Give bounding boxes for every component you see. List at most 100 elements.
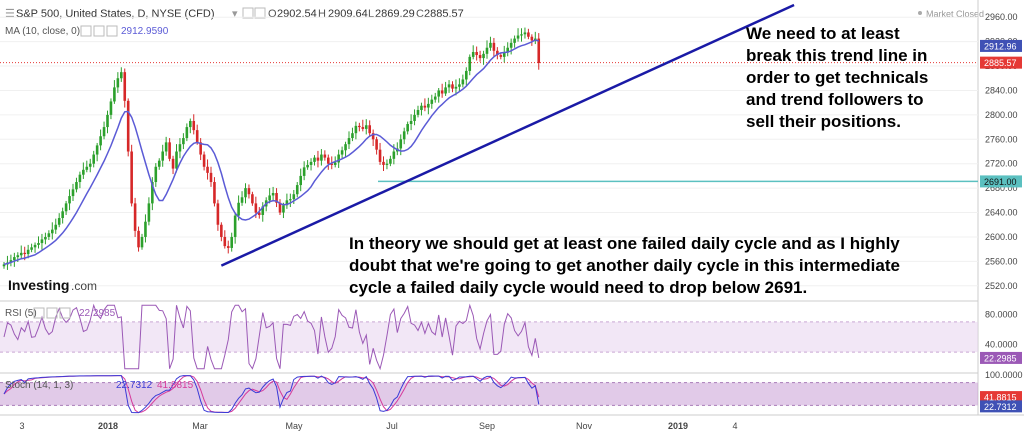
candle-body [161,151,164,161]
price-tick-label: 2640.00 [985,208,1018,218]
candle-body [482,53,485,59]
annotation-bottom-line: doubt that we're going to get another da… [349,256,900,275]
trend-line[interactable] [220,3,795,267]
candle-body [313,157,316,162]
annotation-top-line: We need to at least [746,24,900,43]
candle-body [123,72,127,101]
indicator-tag [980,351,1022,364]
candle-body [437,90,440,97]
candle-body [261,206,265,215]
open-label: O [268,8,277,20]
candle-body [289,199,292,201]
candle-body [178,144,182,152]
symbol-title[interactable]: S&P 500, United States, D, NYSE (CFD) [16,8,214,20]
candle-body [120,72,123,79]
stoch-label[interactable]: Stoch (14, 1, 3) [5,380,73,391]
candle-body [354,125,358,134]
candle-body [382,161,385,165]
rsi-levels: 80.0000 40.0000 [0,309,1018,353]
ma-close-icon[interactable] [106,25,118,37]
annotation-bottom-line: In theory we should get at least one fai… [349,234,900,253]
candle-body [26,249,30,255]
candle-body [371,133,375,140]
candle-body [295,185,299,195]
candle-body [23,252,26,255]
time-tick-label: May [285,421,303,431]
candle-body [520,34,523,36]
candle-body [430,99,434,104]
rsi-band [0,321,978,353]
candle-body [37,243,40,245]
candle-body [347,138,351,145]
time-tick-label: 2019 [668,421,688,431]
settings-icon[interactable] [242,7,254,19]
candle-body [68,196,71,204]
candle-body [478,55,482,59]
rsi-label[interactable]: RSI (5) [5,308,37,319]
candle-body [51,229,54,234]
logo-suffix: .com [71,279,97,293]
candle-body [144,221,147,237]
candle-body [402,131,406,140]
candle-body [182,138,185,145]
candle-body [358,125,361,128]
candle-body [189,120,192,128]
candle-body [513,38,516,43]
price-tick-label: 2840.00 [985,85,1018,95]
rsi-settings-icon[interactable] [46,307,58,319]
stoch-k-value: 22.7312 [116,380,153,391]
time-tick-label: Mar [192,421,208,431]
candle-body [175,151,178,169]
candle-body [216,203,220,225]
candle-body [30,247,33,250]
price-tag [980,39,1022,52]
price-tag-label: 2885.57 [984,58,1017,68]
candle-body [454,86,458,89]
candle-body [523,32,527,35]
ma-label[interactable]: MA (10, close, 0) [5,26,80,37]
price-tag [980,56,1022,69]
candle-body [496,50,499,56]
candle-body [285,200,289,206]
rsi-tick-label: 40.0000 [985,340,1018,350]
price-tick-label: 2600.00 [985,232,1018,242]
candle-body [44,236,47,240]
candle-body [137,230,140,248]
candle-body [516,35,520,39]
candle-body [327,157,330,164]
candle-body [316,157,320,161]
candle-body [16,255,20,258]
candle-body [237,202,240,216]
candle-body [340,150,344,155]
candle-body [502,52,506,57]
candle-body [57,218,61,225]
candle-body [106,114,109,128]
candle-body [240,197,244,203]
candle-body [88,163,92,167]
candle-body [409,120,413,125]
candle-body [485,47,489,54]
close-value: 2885.57 [424,8,464,20]
rsi-visibility-icon[interactable] [33,307,45,319]
candle-body [102,127,106,137]
time-tick-label: Nov [576,421,593,431]
candle-body [251,194,254,204]
candle-body [389,158,392,164]
candle-body [282,205,285,213]
candle-body [375,139,378,150]
candle-body [254,203,258,213]
annotation-top-line: break this trend line in [746,46,927,65]
candle-body [423,105,427,108]
close-icon[interactable] [254,7,266,19]
ma-settings-icon[interactable] [93,25,105,37]
rsi-close-icon[interactable] [59,307,71,319]
candle-body [458,84,461,87]
ma-visibility-icon[interactable] [80,25,92,37]
candle-body [465,70,468,80]
chevron-down-icon[interactable]: ▾ [232,8,238,20]
collapse-icon[interactable]: ☰ [5,8,15,20]
candle-body [247,188,251,195]
candle-body [164,142,168,152]
